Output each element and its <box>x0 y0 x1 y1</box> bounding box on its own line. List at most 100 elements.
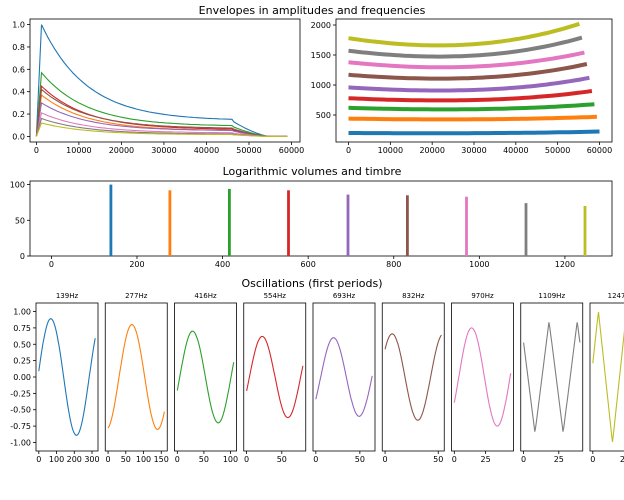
volume-bar <box>465 196 468 256</box>
axes-frame <box>381 302 445 452</box>
oscillation-waveform <box>315 337 373 417</box>
oscillation-panel: 0 50 693Hz <box>312 292 376 464</box>
axes-frame <box>451 302 514 452</box>
panel-frequency-label: 416Hz <box>194 292 217 300</box>
frequency-series-line <box>348 35 583 59</box>
oscillation-panel: 0 25 1109Hz <box>520 292 584 464</box>
amplitude-series-line <box>35 122 288 137</box>
y-tick-label: 1000 <box>311 81 331 90</box>
axes-frame <box>243 302 307 452</box>
frequency-series-line <box>348 50 585 70</box>
y-tick-label: 100 <box>10 181 25 190</box>
oscillations-title: Oscillations (first periods) <box>242 277 383 290</box>
x-tick-label: 0 <box>244 455 249 464</box>
panel-frequency-label: 1109Hz <box>538 292 565 300</box>
frequency-series-line <box>348 129 600 136</box>
y-tick-label: -0.50 <box>10 406 31 415</box>
x-tick-label: 50 <box>355 455 365 464</box>
x-tick-label: 0 <box>175 455 180 464</box>
axes-frame <box>312 302 376 452</box>
x-tick-label: 0 <box>34 146 39 155</box>
x-tick-label: 0 <box>590 455 595 464</box>
y-tick-label: -1.00 <box>10 438 31 447</box>
x-tick-label: 40000 <box>194 146 219 155</box>
axes-frame <box>174 302 237 452</box>
axes-frame <box>589 302 624 452</box>
frequency-series-line <box>348 62 588 81</box>
x-tick-label: 20 <box>620 455 624 464</box>
y-tick-label: -0.25 <box>10 389 31 398</box>
x-tick-label: 0 <box>452 455 457 464</box>
x-tick-label: 0 <box>346 146 351 155</box>
oscillation-panels: 0 100 200 3001.000.750.500.250.00-0.25-0.50… <box>10 292 624 464</box>
x-tick-label: 800 <box>386 260 401 269</box>
volumes-title: Logarithmic volumes and timbre <box>223 165 402 178</box>
axes-frame <box>104 302 168 452</box>
oscillation-panel: 0 50 554Hz <box>243 292 307 464</box>
x-tick-label: 25 <box>554 455 564 464</box>
amplitude-series-line <box>35 24 288 137</box>
x-tick-label: 1000 <box>469 260 489 269</box>
volume-bar <box>346 194 350 256</box>
x-tick-label: 300 <box>84 455 99 464</box>
amplitude-envelope-plot: 0 10000 20000 30000 40000 50000 60000 0.0 0.2 0.4… <box>12 18 304 155</box>
x-tick-label: 0 <box>383 455 388 464</box>
panel-frequency-label: 693Hz <box>333 292 356 300</box>
y-tick-label: 0.00 <box>13 373 31 382</box>
volume-bar <box>583 206 587 256</box>
x-tick-label: 400 <box>215 260 230 269</box>
y-tick-label: 0.4 <box>12 88 25 97</box>
oscillation-waveform <box>176 330 235 424</box>
oscillation-waveform <box>523 322 581 432</box>
y-tick-label: 0.8 <box>12 43 25 52</box>
y-tick-label: 0.50 <box>13 340 31 349</box>
x-tick-label: 50 <box>277 455 287 464</box>
panel-frequency-label: 139Hz <box>56 292 79 300</box>
amplitude-series-line <box>35 102 288 137</box>
x-tick-label: 0 <box>521 455 526 464</box>
x-tick-label: 100 <box>223 455 238 464</box>
x-tick-label: 60000 <box>587 146 612 155</box>
volume-bar <box>406 195 409 256</box>
frequency-series-line <box>348 75 590 93</box>
frequency-series-line <box>348 114 597 122</box>
volume-bar <box>109 184 113 256</box>
x-tick-label: 150 <box>154 455 169 464</box>
x-tick-label: 200 <box>129 260 144 269</box>
volume-bar-plot: 0 200 400 600 800 1000 1200 0 50 100 <box>10 180 613 269</box>
x-tick-label: 50 <box>121 455 131 464</box>
frequency-envelope-plot: 0 10000 20000 30000 40000 50000 60000 500 1000 15… <box>311 18 613 155</box>
y-tick-label: -0.75 <box>10 422 31 431</box>
y-tick-label: 0.0 <box>12 132 25 141</box>
x-tick-label: 50 <box>433 455 443 464</box>
axes-frame <box>29 180 613 257</box>
oscillation-waveform <box>384 333 442 421</box>
envelopes-title: Envelopes in amplitudes and frequencies <box>199 4 426 17</box>
y-tick-label: 0.25 <box>13 357 31 366</box>
panel-frequency-label: 277Hz <box>125 292 148 300</box>
x-tick-label: 30000 <box>151 146 176 155</box>
x-tick-label: 40000 <box>503 146 528 155</box>
oscillation-waveform <box>38 318 96 436</box>
y-tick-label: 2000 <box>311 21 331 30</box>
frequency-series-line <box>348 89 593 103</box>
x-tick-label: 20000 <box>419 146 444 155</box>
x-tick-label: 25 <box>481 455 491 464</box>
y-tick-label: 1.0 <box>12 21 25 30</box>
x-tick-label: 50000 <box>545 146 570 155</box>
y-tick-label: 500 <box>316 111 331 120</box>
y-tick-label: 1500 <box>311 51 331 60</box>
panel-frequency-label: 970Hz <box>471 292 494 300</box>
panel-frequency-label: 1247Hz <box>608 292 624 300</box>
x-tick-label: 10000 <box>66 146 91 155</box>
volume-bar <box>287 190 290 256</box>
panel-frequency-label: 832Hz <box>402 292 425 300</box>
y-tick-label: 0 <box>20 252 25 261</box>
x-tick-label: 60000 <box>279 146 304 155</box>
volume-bar <box>524 203 528 256</box>
frequency-series-line <box>348 102 595 112</box>
oscillation-waveform <box>592 312 624 442</box>
x-tick-label: 0 <box>49 260 54 269</box>
oscillation-panel: 0 100 200 300 1.00 0.75 0.50 0.25 0.00 -0.25 -0.50… <box>10 292 99 464</box>
x-tick-label: 1200 <box>555 260 575 269</box>
